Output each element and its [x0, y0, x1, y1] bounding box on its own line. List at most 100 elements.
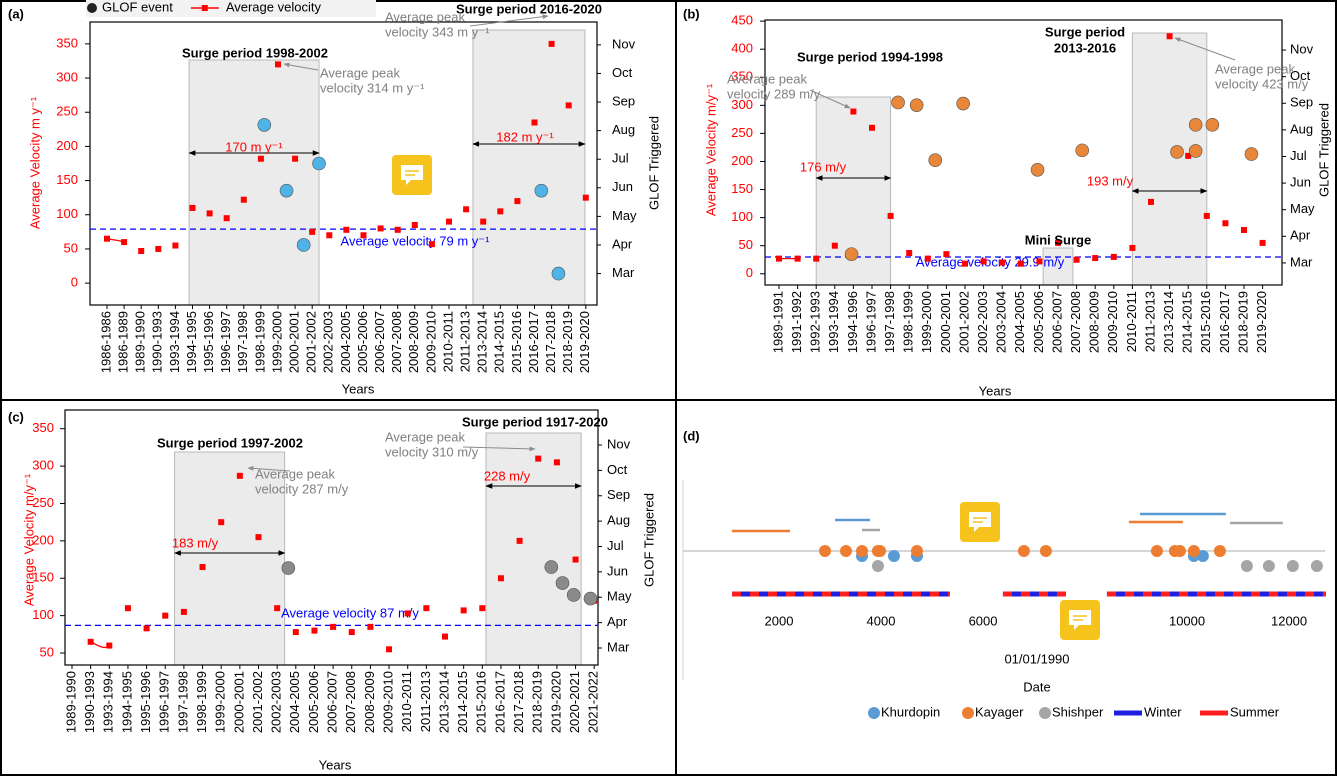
velocity-marker: [218, 519, 225, 526]
y2-tick-label: Sep: [607, 487, 630, 502]
x-tick-label: 2020-2021: [567, 671, 582, 733]
surge-label: Surge period 1997-2002: [157, 435, 303, 450]
velocity-marker: [572, 556, 579, 563]
velocity-marker: [1222, 220, 1229, 227]
y2-tick-label: Jun: [607, 563, 628, 578]
glof-event: [891, 95, 905, 110]
x-tick-label: 2010-2011: [1124, 291, 1139, 352]
legend-label: Shishper: [1052, 704, 1104, 719]
peak-label: velocity 343 m y⁻¹: [385, 24, 490, 39]
velocity-marker: [1129, 244, 1136, 251]
peak-label: velocity 287 m/y: [255, 481, 349, 496]
velocity-marker: [104, 235, 110, 242]
velocity-marker: [206, 210, 213, 217]
x-tick-label: 2000: [765, 613, 794, 628]
x-tick-label: 1990-1993: [150, 311, 165, 373]
x-tick-label: 2004-2005: [338, 311, 353, 373]
velocity-marker: [460, 607, 467, 614]
velocity-marker: [292, 629, 299, 636]
x-tick-label: 1996-1997: [863, 291, 878, 353]
x-axis-title: Years: [342, 381, 375, 396]
velocity-marker: [1259, 239, 1266, 246]
velocity-marker: [1203, 212, 1210, 219]
x-tick-label: 1998-1999: [194, 671, 209, 733]
y2-axis-title: GLOF Triggered: [641, 493, 656, 587]
x-tick-label: 1994-1995: [119, 671, 134, 733]
x-tick-label: 2009-2010: [423, 311, 438, 373]
velocity-marker: [479, 605, 486, 612]
y2-tick-label: Nov: [607, 436, 631, 451]
x-axis-title: Years: [979, 383, 1012, 398]
x-tick-label: 1989-1990: [133, 311, 148, 373]
event-point: [1310, 560, 1323, 572]
velocity-marker: [189, 204, 196, 211]
x-axis-title: Date: [1023, 679, 1050, 694]
x-tick-label: 1992-1993: [808, 291, 823, 353]
velocity-marker: [236, 472, 243, 479]
surge-label: Surge period 1998-2002: [182, 45, 328, 60]
average-label: Average velocity 29.9 m/y: [916, 254, 1065, 269]
y2-tick-label: Nov: [612, 36, 636, 51]
comment-icon[interactable]: [1060, 600, 1100, 640]
y-tick-label: 0: [746, 265, 753, 280]
y-tick-label: 250: [56, 104, 78, 119]
velocity-marker: [360, 232, 367, 239]
velocity-marker: [1110, 253, 1117, 260]
y2-tick-label: Apr: [612, 236, 633, 251]
x-tick-label: 2019-2020: [1254, 291, 1269, 353]
velocity-marker: [794, 255, 801, 262]
velocity-marker: [1241, 226, 1247, 233]
panel-label: (a): [8, 6, 24, 21]
glof-event: [279, 183, 294, 198]
velocity-marker: [497, 208, 504, 215]
surge-shade: [1131, 32, 1208, 286]
velocity-marker: [831, 242, 838, 249]
velocity-marker: [423, 605, 430, 612]
surge-label: Mini Surge: [1025, 232, 1091, 247]
y-tick-label: 200: [56, 138, 78, 153]
x-tick-label: 10000: [1169, 613, 1205, 628]
velocity-marker: [497, 575, 504, 582]
x-tick-label: 1995-1996: [138, 671, 153, 733]
x-tick-label: 2013-2014: [436, 671, 451, 733]
glof-event: [257, 118, 272, 132]
plot-frame: [64, 409, 599, 666]
comment-icons: [392, 155, 1100, 640]
panel-label: (c): [8, 409, 24, 424]
peak-label: Average peak: [320, 65, 400, 80]
surge-shade: [485, 432, 582, 666]
x-tick-label: 2009-2010: [380, 671, 395, 733]
velocity-marker: [255, 534, 262, 541]
y2-tick-label: Apr: [607, 614, 628, 629]
glof-event: [583, 591, 598, 606]
velocity-marker: [155, 245, 162, 252]
y2-axis-title: GLOF Triggered: [646, 116, 661, 210]
comment-icon[interactable]: [960, 502, 1000, 542]
y-tick-label: 200: [731, 153, 753, 168]
velocity-marker: [553, 459, 560, 466]
x-tick-label: 2015-2016: [474, 671, 489, 733]
y-tick-label: 150: [731, 181, 753, 196]
x-tick-label: 2013-2014: [475, 311, 490, 373]
x-tick-label: 2002-2003: [321, 311, 336, 373]
velocity-marker: [887, 212, 894, 219]
velocity-marker: [1166, 33, 1173, 40]
velocity-marker: [240, 196, 247, 203]
x-tick-label: 2000-2001: [231, 671, 246, 733]
velocity-marker: [869, 124, 875, 131]
glof-event: [1188, 118, 1203, 132]
event-point: [839, 545, 852, 557]
x-tick-label: 2015-2016: [1198, 291, 1213, 353]
y-tick-label: 300: [56, 69, 78, 84]
x-tick-label: 1991-1992: [789, 291, 804, 353]
peak-pointer: [469, 14, 549, 27]
velocity-marker: [514, 198, 521, 205]
y-tick-label: 50: [739, 237, 753, 252]
comment-icon[interactable]: [392, 155, 432, 195]
x-tick-label: 2000-2001: [287, 311, 302, 373]
panel-label: (b): [683, 6, 700, 21]
y-tick-label: 200: [32, 532, 54, 547]
x-tick-label: 2014-2015: [455, 671, 470, 733]
x-tick-label: 2021-2022: [586, 671, 601, 733]
x-tick-label: 2016-2017: [492, 671, 507, 733]
